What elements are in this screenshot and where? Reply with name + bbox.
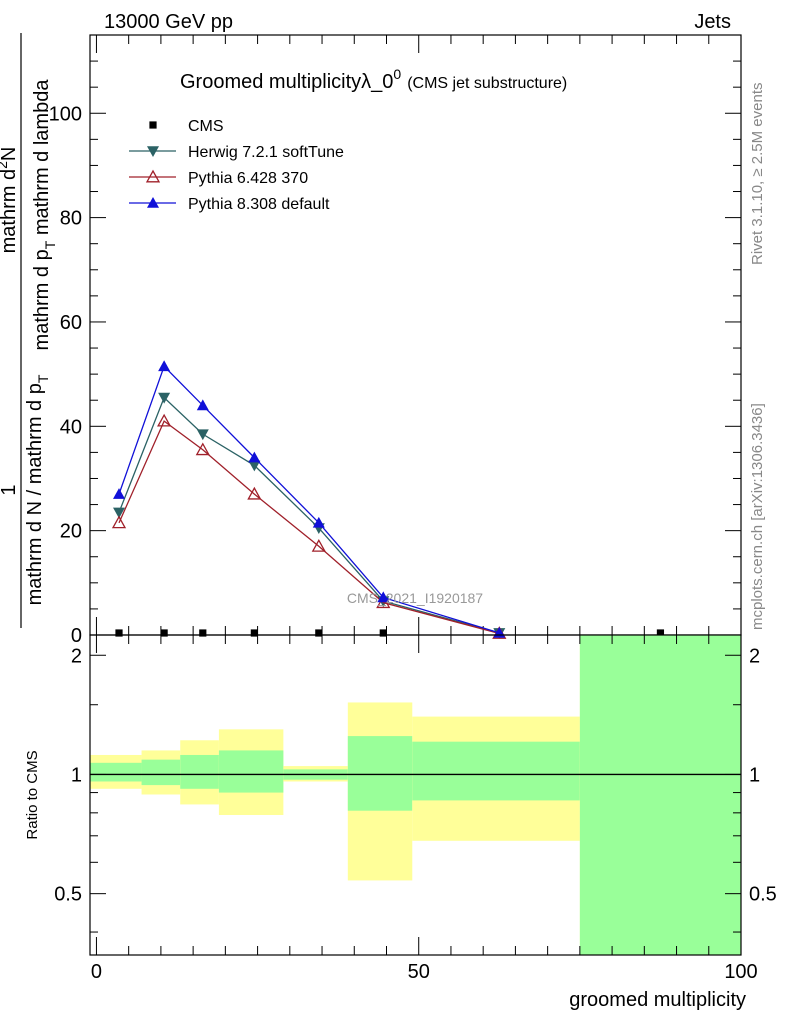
upper-y-axis-label: 1 mathrm d2N mathrm d pT mathrm d lambda… [0, 33, 58, 628]
legend-label: Pythia 6.428 370 [188, 170, 308, 187]
data-point-herwig-7-2-1-softtune [196, 429, 209, 441]
data-point-pythia-8-308-default [377, 591, 390, 603]
ylabel-denominator: mathrm d pT mathrm d lambda [31, 79, 58, 351]
data-point-pythia-8-308-default [248, 451, 261, 463]
legend-marker [145, 169, 161, 183]
plot-title: Groomed multiplicityλ_00 (CMS jet substru… [180, 66, 567, 93]
ylabel-denominator-sub: T [42, 240, 58, 249]
data-point-pythia-6-428-370 [157, 413, 172, 427]
data-point-herwig-7-2-1-softtune [113, 507, 126, 519]
ylabel-bottom-sub: T [35, 374, 51, 383]
ylabel-numerator-n: N [0, 147, 20, 161]
data-point-herwig-7-2-1-softtune [158, 392, 171, 404]
lower-plot-frame [89, 634, 742, 956]
data-point-cms [315, 629, 323, 637]
lower-y-tick-label-right: 0.5 [749, 884, 777, 906]
data-point-pythia-6-428-370 [195, 442, 210, 456]
data-point-pythia-6-428-370 [311, 538, 326, 552]
header-energy-label: 13000 GeV pp [104, 11, 233, 33]
x-tick-label: 0 [91, 961, 102, 983]
mcplots-credit-label: mcplots.cern.ch [arXiv:1306.3436] [749, 403, 766, 630]
plot-title-superscript: 0 [393, 66, 401, 82]
data-point-cms [379, 629, 387, 637]
data-point-pythia-8-308-default [113, 488, 126, 499]
ratio-band-inner [90, 762, 142, 782]
lower-y-tick-label-right: 2 [749, 645, 760, 667]
data-point-pythia-8-308-default [158, 360, 171, 372]
data-point-cms [250, 629, 258, 637]
data-point-cms [160, 629, 168, 637]
upper-y-tick-label: 80 [60, 208, 82, 230]
upper-y-tick-label: 40 [60, 416, 82, 438]
x-tick-label: 50 [408, 961, 430, 983]
ylabel-bottom: mathrm d N / mathrm d pT [24, 374, 51, 605]
ratio-band-inner [347, 736, 413, 811]
data-point-herwig-7-2-1-softtune [248, 460, 261, 472]
lower-y-tick-label-right: 1 [749, 764, 760, 786]
series-line-pythia-6-428-370 [118, 420, 500, 635]
ratio-band-inner [141, 759, 181, 786]
legend-marker [149, 121, 157, 129]
legend-label: Herwig 7.2.1 softTune [188, 144, 344, 161]
legend-marker [147, 146, 159, 157]
ratio-band-inner [180, 754, 219, 789]
plot-title-note: (CMS jet substructure) [407, 75, 567, 92]
ylabel-numerator-d: mathrm d [0, 169, 20, 253]
ylabel-bottom-main: mathrm d N / mathrm d p [24, 383, 46, 605]
data-point-cms [656, 629, 665, 637]
data-point-cms [199, 629, 207, 637]
ylabel-denominator-dp: mathrm d p [31, 249, 53, 350]
header-jets-label: Jets [694, 11, 731, 33]
ylabel-numerator-sup: 2 [0, 161, 10, 169]
x-axis-label: groomed multiplicity [569, 989, 746, 1011]
upper-y-tick-label: 20 [60, 521, 82, 543]
legend: CMS Herwig 7.2.1 softTune Pythia 6.428 370… [129, 118, 344, 213]
legend-label: CMS [188, 118, 224, 135]
analysis-watermark: CMS_2021_I1920187 [347, 590, 483, 606]
data-point-pythia-8-308-default [312, 516, 325, 528]
ylabel-numerator: mathrm d2N [0, 147, 20, 254]
legend-marker [147, 197, 159, 208]
ratio-y-axis-label: Ratio to CMS [24, 750, 41, 839]
data-point-pythia-6-428-370 [247, 486, 262, 500]
rivet-version-label: Rivet 3.1.10, ≥ 2.5M events [749, 83, 766, 266]
ratio-band-inner [218, 750, 284, 793]
ratio-band-inner [579, 635, 741, 955]
lower-y-tick-label: 0.5 [54, 884, 82, 906]
ylabel-fraction-one: 1 [0, 484, 20, 495]
x-tick-label: 100 [724, 961, 757, 983]
data-point-cms [115, 629, 123, 637]
data-point-pythia-8-308-default [196, 399, 209, 411]
upper-y-tick-label: 60 [60, 312, 82, 334]
ratio-band-inner [412, 741, 580, 801]
lower-y-tick-label: 2 [71, 645, 82, 667]
legend-label: Pythia 8.308 default [188, 196, 330, 213]
upper-y-tick-label: 100 [49, 103, 82, 125]
plot-title-main: Groomed multiplicityλ_0 [180, 71, 393, 93]
lower-y-tick-label: 1 [71, 764, 82, 786]
ylabel-denominator-rest: mathrm d lambda [31, 79, 53, 241]
data-point-pythia-6-428-370 [111, 515, 127, 529]
upper-y-tick-label: 0 [71, 625, 82, 647]
